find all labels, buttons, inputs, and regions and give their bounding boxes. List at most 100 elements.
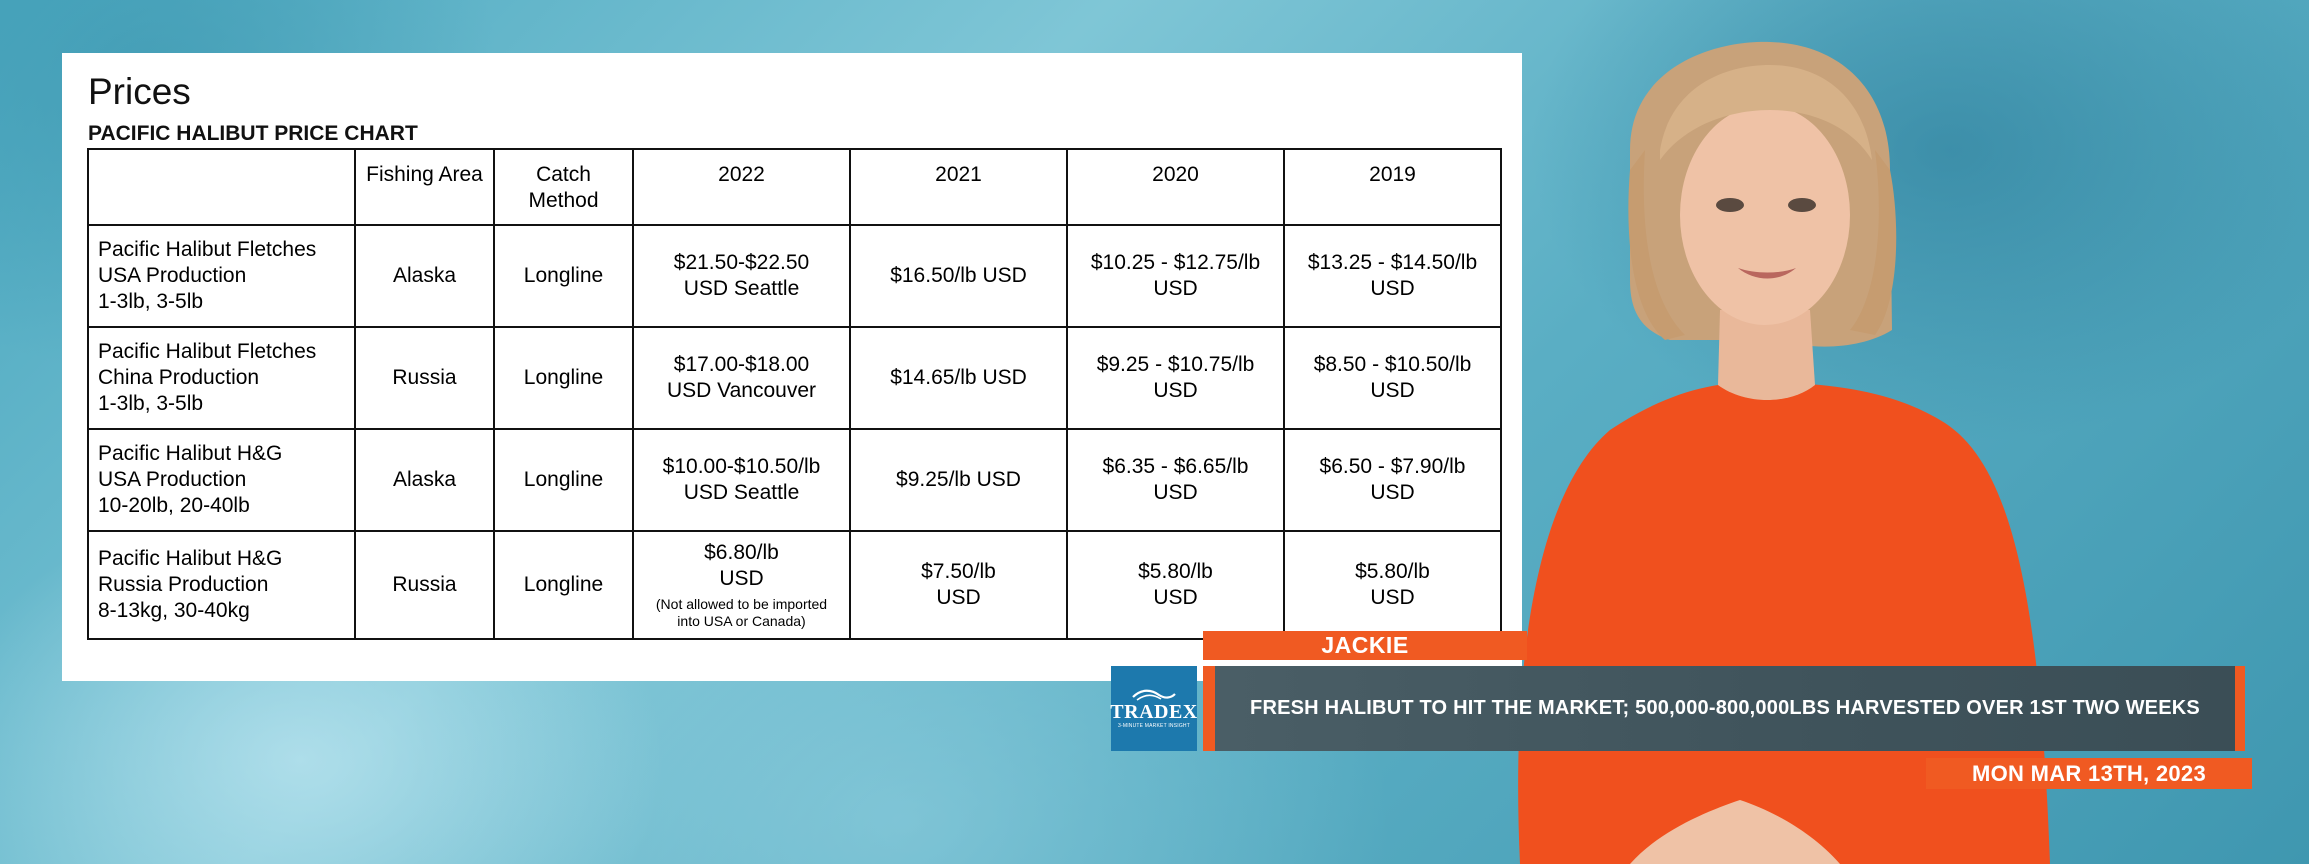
price-2022-cell: $6.80/lb USD (Not allowed to be imported… bbox=[632, 530, 851, 640]
price-value: $10.25 - $12.75/lb bbox=[1090, 250, 1261, 274]
price-unit: USD bbox=[1153, 277, 1198, 300]
price-unit: USD bbox=[1153, 379, 1198, 402]
tradex-logo: TRADEX 3-MINUTE MARKET INSIGHT bbox=[1110, 666, 1198, 751]
product-size: 10-20lb, 20-40lb bbox=[98, 494, 250, 518]
price-unit: USD bbox=[1153, 586, 1198, 609]
chart-subtitle: PACIFIC HALIBUT PRICE CHART bbox=[88, 122, 418, 145]
price-2020-cell: $5.80/lb USD bbox=[1066, 530, 1285, 640]
table-header-row: Fishing Area Catch Method 2022 2021 2020… bbox=[87, 148, 1502, 226]
price-unit: USD bbox=[1370, 277, 1415, 300]
price-2020-cell: $10.25 - $12.75/lb USD bbox=[1066, 224, 1285, 328]
price-chart-card: Prices PACIFIC HALIBUT PRICE CHART Fishi… bbox=[62, 53, 1522, 681]
price-2019-cell: $8.50 - $10.50/lb USD bbox=[1283, 326, 1502, 430]
left-eye bbox=[1716, 198, 1744, 212]
catch-method-cell: Longline bbox=[493, 326, 634, 430]
price-unit: USD bbox=[936, 586, 981, 609]
price-2021-cell: $7.50/lb USD bbox=[849, 530, 1068, 640]
price-value: $10.00-$10.50/lb bbox=[662, 454, 821, 478]
price-value: $6.80/lb bbox=[704, 540, 779, 564]
column-header-catch-method: Catch Method bbox=[493, 148, 634, 226]
hands bbox=[1630, 800, 1840, 864]
product-cell: Pacific Halibut H&G Russia Production 8-… bbox=[87, 530, 356, 640]
product-cell: Pacific Halibut Fletches China Productio… bbox=[87, 326, 356, 430]
table-row: Pacific Halibut Fletches USA Production … bbox=[87, 224, 1502, 328]
sweater bbox=[1518, 381, 2050, 864]
column-header-product bbox=[87, 148, 356, 226]
mouth bbox=[1738, 268, 1796, 279]
right-eye bbox=[1788, 198, 1816, 212]
price-2022-cell: $10.00-$10.50/lb USD Seattle bbox=[632, 428, 851, 532]
price-unit: USD bbox=[1370, 379, 1415, 402]
price-value: $9.25 - $10.75/lb bbox=[1096, 352, 1255, 376]
price-value: $6.50 - $7.90/lb bbox=[1319, 454, 1466, 478]
price-2021-cell: $9.25/lb USD bbox=[849, 428, 1068, 532]
price-2022-cell: $21.50-$22.50 USD Seattle bbox=[632, 224, 851, 328]
price-value: $8.50 - $10.50/lb bbox=[1313, 352, 1472, 376]
price-2019-cell: $6.50 - $7.90/lb USD bbox=[1283, 428, 1502, 532]
date-tag: MON MAR 13TH, 2023 bbox=[1926, 758, 2252, 789]
column-header-fishing-area: Fishing Area bbox=[354, 148, 495, 226]
catch-method-cell: Longline bbox=[493, 428, 634, 532]
price-unit: USD bbox=[719, 567, 764, 591]
fishing-area-cell: Alaska bbox=[354, 224, 495, 328]
product-origin: China Production bbox=[98, 365, 260, 389]
hair-right bbox=[1850, 150, 1897, 335]
presenter-name-tag: JACKIE bbox=[1203, 631, 1527, 660]
import-note: into USA or Canada) bbox=[677, 613, 806, 630]
price-value: $14.65/lb USD bbox=[890, 365, 1027, 389]
product-origin: USA Production bbox=[98, 263, 247, 287]
product-name: Pacific Halibut Fletches bbox=[98, 339, 317, 363]
price-2021-cell: $14.65/lb USD bbox=[849, 326, 1068, 430]
column-header-2020: 2020 bbox=[1066, 148, 1285, 226]
logo-tagline: 3-MINUTE MARKET INSIGHT bbox=[1117, 723, 1190, 729]
neck bbox=[1718, 310, 1815, 400]
price-2019-cell: $5.80/lb USD bbox=[1283, 530, 1502, 640]
price-value: $21.50-$22.50 bbox=[673, 250, 810, 274]
price-2021-cell: $16.50/lb USD bbox=[849, 224, 1068, 328]
price-unit: USD Vancouver bbox=[666, 379, 816, 402]
price-value: $6.35 - $6.65/lb bbox=[1102, 454, 1249, 478]
price-unit: USD Seattle bbox=[683, 277, 800, 300]
table-row: Pacific Halibut Fletches China Productio… bbox=[87, 326, 1502, 430]
face bbox=[1680, 105, 1850, 325]
price-table: Fishing Area Catch Method 2022 2021 2020… bbox=[87, 148, 1502, 640]
price-value: $16.50/lb USD bbox=[890, 263, 1027, 287]
product-size: 8-13kg, 30-40kg bbox=[98, 599, 250, 623]
logo-wordmark: TRADEX bbox=[1110, 701, 1198, 723]
price-unit: USD Seattle bbox=[683, 481, 800, 504]
price-value: $5.80/lb bbox=[1138, 559, 1213, 583]
headline-bar: FRESH HALIBUT TO HIT THE MARKET; 500,000… bbox=[1203, 666, 2245, 751]
fishing-area-cell: Alaska bbox=[354, 428, 495, 532]
fishing-area-cell: Russia bbox=[354, 326, 495, 430]
price-value: $7.50/lb bbox=[921, 559, 996, 583]
page-title: Prices bbox=[88, 71, 191, 112]
price-2019-cell: $13.25 - $14.50/lb USD bbox=[1283, 224, 1502, 328]
wave-icon bbox=[1132, 689, 1176, 701]
table-row: Pacific Halibut H&G Russia Production 8-… bbox=[87, 530, 1502, 640]
price-2020-cell: $6.35 - $6.65/lb USD bbox=[1066, 428, 1285, 532]
price-2020-cell: $9.25 - $10.75/lb USD bbox=[1066, 326, 1285, 430]
column-header-2019: 2019 bbox=[1283, 148, 1502, 226]
price-unit: USD bbox=[1370, 586, 1415, 609]
price-value: $13.25 - $14.50/lb bbox=[1307, 250, 1478, 274]
import-note: (Not allowed to be imported bbox=[655, 596, 828, 613]
price-value: $9.25/lb USD bbox=[896, 467, 1021, 491]
product-origin: Russia Production bbox=[98, 572, 269, 596]
column-header-2022: 2022 bbox=[632, 148, 851, 226]
product-cell: Pacific Halibut Fletches USA Production … bbox=[87, 224, 356, 328]
product-name: Pacific Halibut H&G bbox=[98, 441, 283, 465]
price-value: $5.80/lb bbox=[1355, 559, 1430, 583]
price-unit: USD bbox=[1153, 481, 1198, 504]
price-2022-cell: $17.00-$18.00 USD Vancouver bbox=[632, 326, 851, 430]
product-size: 1-3lb, 3-5lb bbox=[98, 290, 204, 314]
price-unit: USD bbox=[1370, 481, 1415, 504]
price-value: $17.00-$18.00 bbox=[673, 352, 810, 376]
product-name: Pacific Halibut Fletches bbox=[98, 237, 317, 261]
product-origin: USA Production bbox=[98, 467, 247, 491]
product-size: 1-3lb, 3-5lb bbox=[98, 392, 204, 416]
product-name: Pacific Halibut H&G bbox=[98, 546, 283, 570]
table-row: Pacific Halibut H&G USA Production 10-20… bbox=[87, 428, 1502, 532]
headline-text: FRESH HALIBUT TO HIT THE MARKET; 500,000… bbox=[1215, 666, 2235, 751]
catch-method-cell: Longline bbox=[493, 224, 634, 328]
product-cell: Pacific Halibut H&G USA Production 10-20… bbox=[87, 428, 356, 532]
